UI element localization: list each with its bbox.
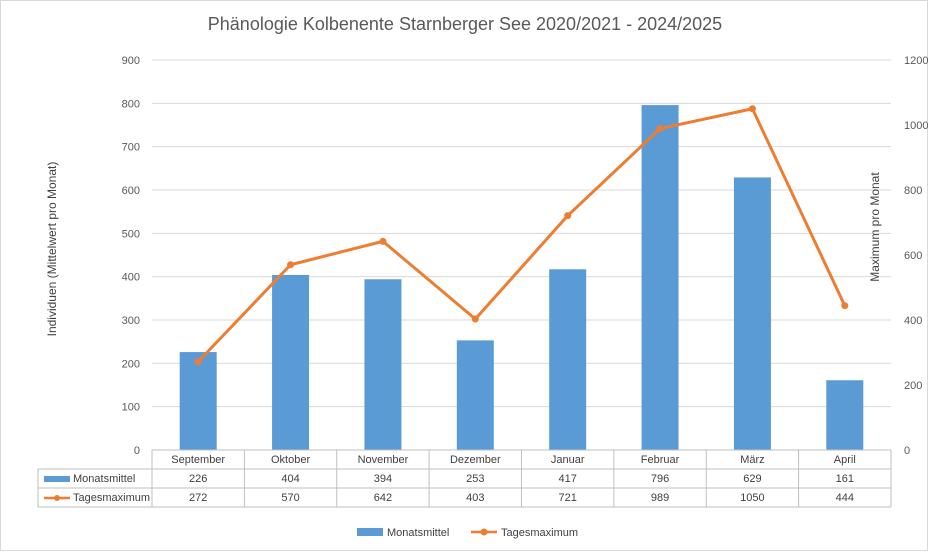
line-point	[656, 125, 664, 133]
category-label: Februar	[641, 454, 680, 466]
line-point	[748, 105, 756, 113]
table-cell: 404	[281, 473, 299, 485]
y-tick-label: 600	[122, 185, 140, 197]
table-cell: 629	[743, 473, 761, 485]
legend-key-marker	[480, 528, 488, 536]
line-point	[841, 302, 849, 310]
chart-title: Phänologie Kolbenente Starnberger See 20…	[208, 14, 722, 34]
y2-tick-label: 600	[904, 250, 922, 262]
series-line	[197, 107, 847, 363]
bar-series	[179, 105, 864, 451]
category-label: Dezember	[450, 454, 501, 466]
table-cell: 796	[651, 473, 669, 485]
table-cell: 161	[836, 473, 854, 485]
bar	[272, 274, 310, 450]
y2-tick-label: 1000	[904, 120, 928, 132]
line-series	[194, 105, 849, 366]
table-cell: 226	[189, 473, 207, 485]
y-tick-label: 700	[122, 142, 140, 154]
table-cell: 570	[281, 492, 299, 504]
y2-tick-label: 1200	[904, 55, 928, 67]
y2-axis-title: Maximum pro Monat	[868, 172, 882, 282]
table-cell: 417	[559, 473, 577, 485]
table-cell: 272	[189, 492, 207, 504]
bar	[179, 352, 217, 450]
y-tick-label: 100	[122, 402, 140, 414]
line-point	[194, 358, 202, 366]
table-cell: 444	[836, 492, 854, 504]
bar	[549, 269, 587, 450]
table-cell: 1050	[740, 492, 764, 504]
line-point	[471, 315, 479, 323]
legend: Monatsmittel Tagesmaximum	[357, 527, 578, 539]
legend-key-bar	[357, 528, 383, 536]
bar	[826, 380, 864, 450]
y2-tick-label: 400	[904, 315, 922, 327]
gridlines	[152, 59, 891, 451]
table-cell: 721	[559, 492, 577, 504]
table-cell: 989	[651, 492, 669, 504]
category-label: Januar	[551, 454, 585, 466]
table-row-label: Tagesmaximum	[73, 492, 150, 504]
category-label: September	[171, 454, 225, 466]
table-row-label: Monatsmittel	[73, 473, 135, 485]
line-point	[287, 261, 295, 269]
table-key-bar	[44, 476, 70, 482]
bar	[456, 340, 494, 450]
y-tick-label: 800	[122, 98, 140, 110]
left-axis-ticks: 0 100 200 300 400 500 600 700 800 900	[122, 55, 140, 457]
data-table: September Oktober November Dezember Januar Fe…	[37, 449, 892, 508]
y-tick-label: 300	[122, 315, 140, 327]
table-cell: 642	[374, 492, 392, 504]
category-label: April	[834, 454, 856, 466]
bar	[641, 105, 679, 451]
y2-tick-label: 0	[904, 445, 910, 457]
category-label: Oktober	[271, 454, 310, 466]
category-label: November	[358, 454, 409, 466]
y-tick-label: 400	[122, 272, 140, 284]
category-label: März	[740, 454, 764, 466]
y-tick-label: 200	[122, 358, 140, 370]
table-cell: 403	[466, 492, 484, 504]
legend-label: Monatsmittel	[387, 527, 449, 539]
table-cell: 253	[466, 473, 484, 485]
y-tick-label: 0	[134, 445, 140, 457]
y2-tick-label: 800	[904, 185, 922, 197]
bar	[364, 279, 402, 450]
line-point	[564, 212, 572, 220]
bar	[733, 177, 771, 450]
y-tick-label: 500	[122, 228, 140, 240]
table-cell: 394	[374, 473, 392, 485]
legend-label: Tagesmaximum	[501, 527, 578, 539]
y2-tick-label: 200	[904, 380, 922, 392]
y-axis-title: Individuen (Mittelwert pro Monat)	[45, 162, 59, 337]
y-tick-label: 900	[122, 55, 140, 67]
right-axis-ticks: 0 200 400 600 800 1000 1200	[904, 55, 928, 457]
table-key-marker	[54, 495, 60, 501]
line-point	[379, 237, 387, 245]
